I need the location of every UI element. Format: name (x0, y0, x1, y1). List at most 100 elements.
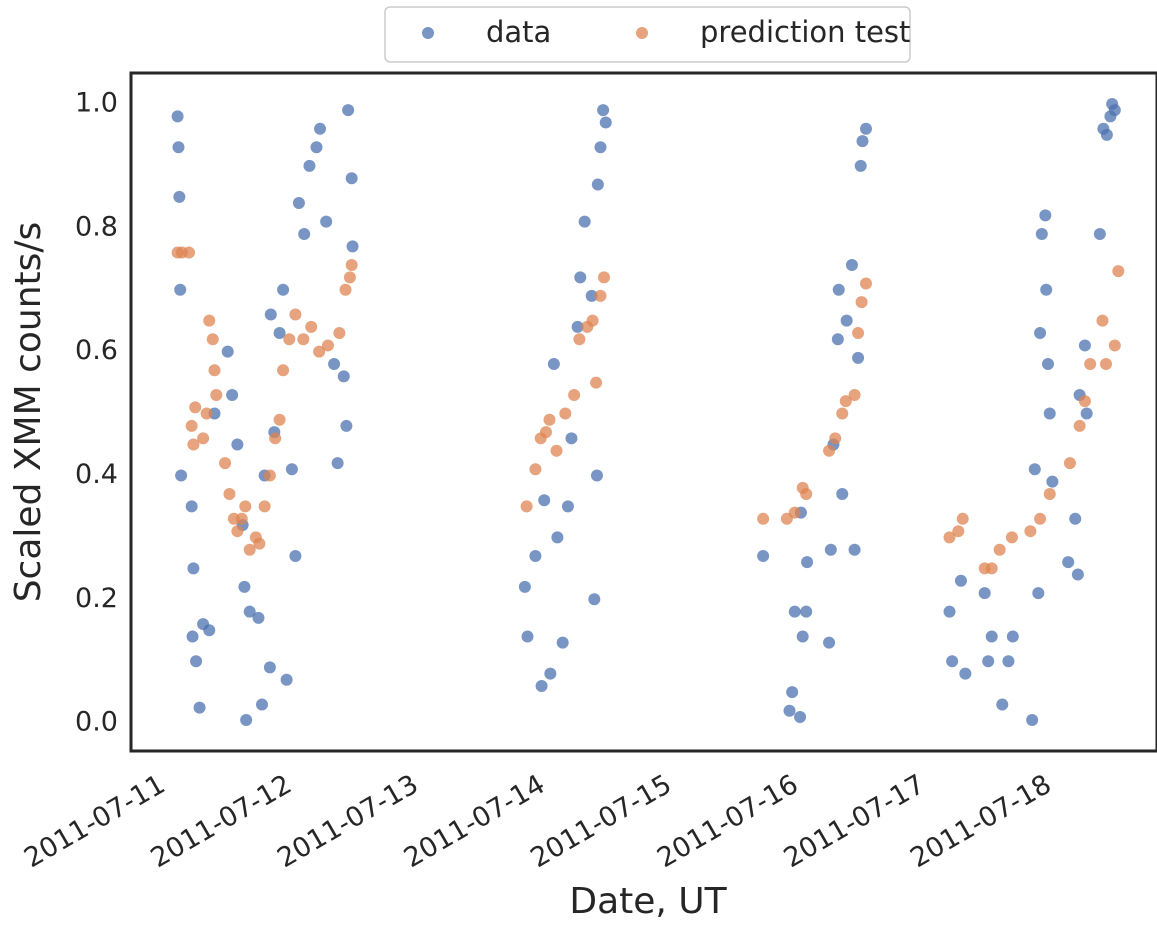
point (836, 488, 849, 501)
point (1108, 104, 1121, 117)
point (277, 364, 290, 377)
point (273, 327, 286, 340)
point (852, 351, 865, 364)
point (238, 580, 251, 593)
point (219, 457, 232, 470)
point (800, 488, 813, 501)
point (314, 122, 327, 135)
point (172, 141, 185, 154)
point (597, 271, 610, 284)
point (226, 388, 239, 401)
series (171, 97, 1121, 727)
point (277, 283, 290, 296)
point (590, 469, 603, 482)
point (800, 605, 813, 618)
point (801, 556, 814, 569)
point (258, 500, 271, 513)
point (243, 543, 256, 556)
x-axis-label: Date, UT (569, 881, 727, 922)
point (855, 296, 868, 309)
point (544, 667, 557, 680)
point (305, 320, 318, 333)
point (832, 283, 845, 296)
point (203, 314, 216, 327)
point (848, 543, 861, 556)
point (578, 215, 591, 228)
point (839, 395, 852, 408)
point (854, 159, 867, 172)
point (852, 327, 865, 340)
point (206, 333, 219, 346)
point (538, 494, 551, 507)
point (956, 512, 969, 525)
point (550, 444, 563, 457)
point (571, 320, 584, 333)
point (283, 333, 296, 346)
point (521, 630, 534, 643)
point (1073, 419, 1086, 432)
point (1100, 128, 1113, 141)
x-tick-label: 2011-07-16 (652, 769, 803, 874)
point (831, 333, 844, 346)
point (223, 488, 236, 501)
point (836, 407, 849, 420)
point (337, 370, 350, 383)
point (543, 413, 556, 426)
point (174, 283, 187, 296)
point (203, 624, 216, 637)
point (340, 419, 353, 432)
point (240, 714, 253, 727)
x-tick-label: 2011-07-13 (272, 769, 423, 874)
point (786, 686, 799, 699)
point (1034, 327, 1047, 340)
point (1043, 407, 1056, 420)
point (1100, 358, 1113, 371)
point (1032, 587, 1045, 600)
point (186, 630, 199, 643)
point (848, 388, 861, 401)
point (1026, 714, 1039, 727)
point (273, 413, 286, 426)
point (1093, 227, 1106, 240)
point (197, 432, 210, 445)
point (321, 339, 334, 352)
point (171, 110, 184, 123)
point (585, 289, 598, 302)
point (1034, 512, 1047, 525)
point (794, 710, 807, 723)
point (586, 314, 599, 327)
y-tick-label: 0.8 (75, 211, 118, 242)
point (173, 190, 186, 203)
point (757, 512, 770, 525)
point (1039, 209, 1052, 222)
point (289, 308, 302, 321)
series (171, 246, 1125, 575)
point (263, 469, 276, 482)
point (952, 525, 965, 538)
point (845, 258, 858, 271)
point (535, 679, 548, 692)
x-tick-label: 2011-07-11 (19, 769, 170, 874)
point (574, 271, 587, 284)
point (235, 512, 248, 525)
point (343, 271, 356, 284)
point (1063, 457, 1076, 470)
point (292, 197, 305, 210)
point (551, 531, 564, 544)
point (985, 562, 998, 575)
point (859, 277, 872, 290)
point (520, 500, 533, 513)
point (190, 655, 203, 668)
point (573, 333, 586, 346)
point (565, 432, 578, 445)
point (280, 673, 293, 686)
point (985, 630, 998, 643)
point (561, 500, 574, 513)
point (539, 426, 552, 439)
point (175, 469, 188, 482)
x-tick-label: 2011-07-17 (779, 769, 930, 874)
point (1062, 556, 1075, 569)
point (1078, 395, 1091, 408)
x-tick-label: 2011-07-14 (399, 769, 550, 874)
